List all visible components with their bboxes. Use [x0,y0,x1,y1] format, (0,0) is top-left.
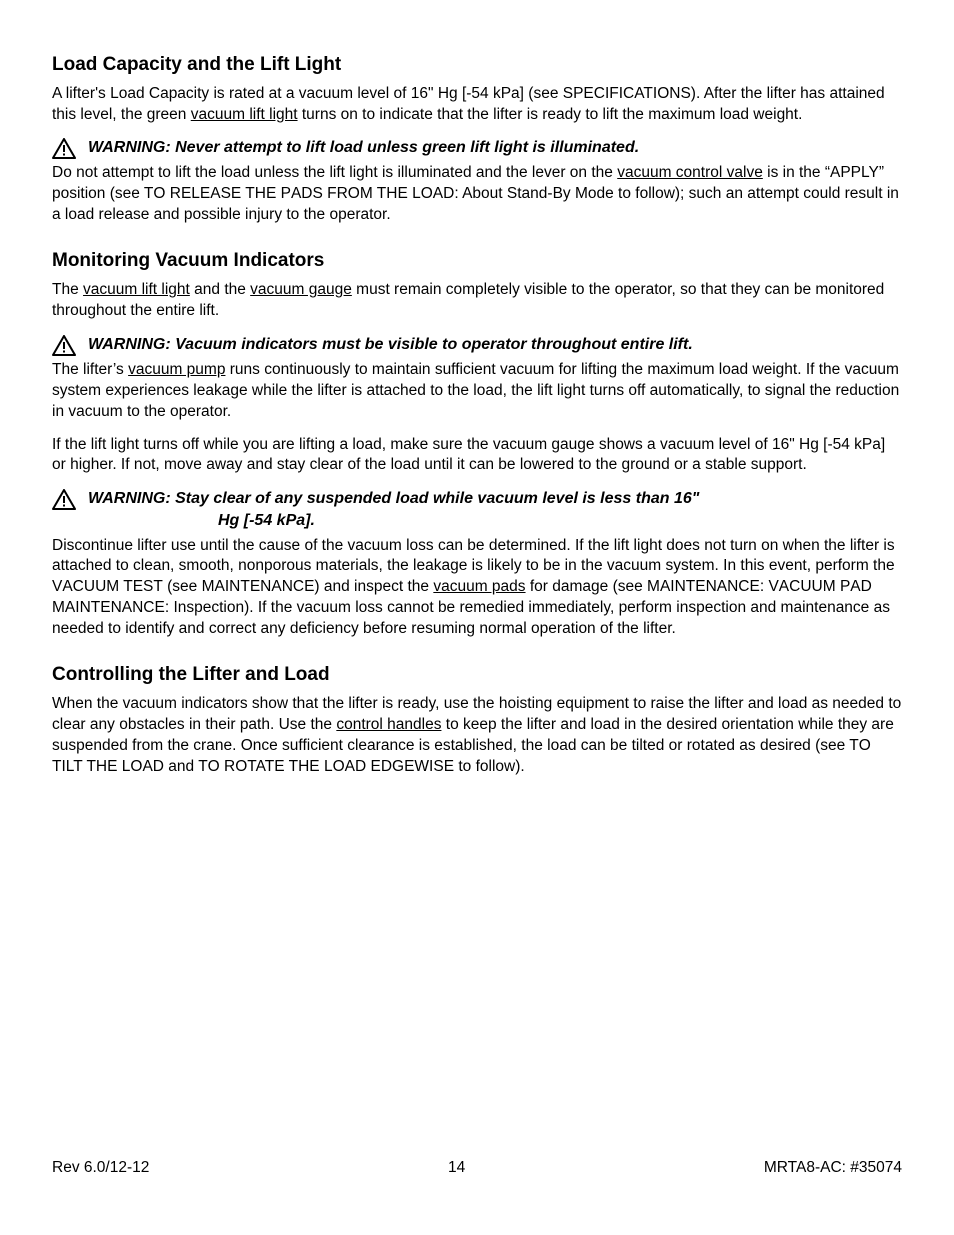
footer-rev: Rev 6.0/12-12 [52,1158,149,1179]
text: R [220,758,236,775]
smallcaps: OTATE THE [235,758,319,775]
text: E [366,758,381,775]
term-vacuum-lift-light: vacuum lift light [83,281,190,298]
text: Do not attempt to lift the load unless t… [52,164,617,181]
paragraph: The lifter’s vacuum pump runs continuous… [52,360,902,423]
smallcaps: AINTENANCE [65,599,165,616]
text: T [119,578,133,595]
warning-block: WARNING: Never attempt to lift load unle… [52,137,902,159]
term-vacuum-pads: vacuum pads [433,578,525,595]
text: and the [190,281,250,298]
warning-icon [52,138,76,159]
smallcaps: OAD [130,758,164,775]
warning-text: WARNING: Never attempt to lift load unle… [88,137,902,159]
smallcaps: DGEWISE [381,758,454,775]
term-vacuum-control-valve: vacuum control valve [617,164,763,181]
term-vacuum-pump: vacuum pump [128,361,225,378]
warning-icon [52,335,76,356]
paragraph: Discontinue lifter use until the cause o… [52,536,902,641]
smallcaps: O [859,737,871,754]
warning-text: WARNING: Stay clear of any suspended loa… [88,488,902,531]
paragraph: If the lift light turns off while you ar… [52,435,902,477]
smallcaps: ELEASE THE [181,185,276,202]
text: L [117,758,130,775]
smallcaps: ACUUM [62,578,119,595]
smallcaps: ACUUM [779,578,836,595]
smallcaps: ILT THE [61,758,117,775]
warning-text: WARNING: Vacuum indicators must be visib… [88,334,902,356]
smallcaps: AD [850,578,872,595]
smallcaps: OAD [421,185,455,202]
text: R [165,185,181,202]
text: Hg [-54 kPa]. [218,512,315,529]
warning-block: WARNING: Stay clear of any suspended loa… [52,488,902,531]
footer-page-number: 14 [448,1158,465,1179]
text: P [836,578,851,595]
paragraph: A lifter's Load Capacity is rated at a v… [52,84,902,126]
text: The [52,281,83,298]
text: for damage (see MAINTENANCE: V [526,578,779,595]
smallcaps: EST [133,578,163,595]
warning-block: WARNING: Vacuum indicators must be visib… [52,334,902,356]
term-control-handles: control handles [336,716,441,733]
heading-controlling: Controlling the Lifter and Load [52,662,902,688]
smallcaps: ADS FROM THE [291,185,408,202]
text: turns on to indicate that the lifter is … [298,106,803,123]
text: (see MAINTENANCE) and inspect the [163,578,434,595]
paragraph: When the vacuum indicators show that the… [52,694,902,778]
term-vacuum-gauge: vacuum gauge [250,281,352,298]
term-vacuum-lift-light: vacuum lift light [191,106,298,123]
smallcaps: O [208,758,220,775]
heading-load-capacity: Load Capacity and the Lift Light [52,52,902,78]
text: P [276,185,291,202]
text: and T [164,758,208,775]
warning-icon [52,489,76,510]
paragraph: The vacuum lift light and the vacuum gau… [52,280,902,322]
text: L [408,185,421,202]
text: WARNING: Stay clear of any suspended loa… [88,490,699,507]
text: M [52,599,65,616]
text: to follow). [454,758,525,775]
heading-monitoring: Monitoring Vacuum Indicators [52,248,902,274]
paragraph: Do not attempt to lift the load unless t… [52,163,902,226]
text: L [320,758,333,775]
footer-doc-id: MRTA8-AC: #35074 [764,1158,902,1179]
text: The lifter’s [52,361,128,378]
smallcaps: O [153,185,165,202]
smallcaps: OAD [333,758,367,775]
page-footer: Rev 6.0/12-12 14 MRTA8-AC: #35074 [52,1158,902,1179]
text: : Inspection). If the vacuum loss cannot… [52,599,890,637]
